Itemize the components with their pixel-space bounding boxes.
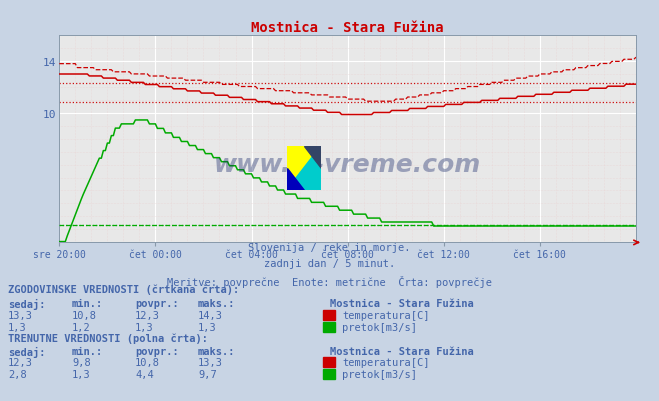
Text: sedaj:: sedaj: (8, 346, 45, 357)
Text: 13,3: 13,3 (8, 310, 33, 320)
Text: maks.:: maks.: (198, 346, 235, 356)
Text: pretok[m3/s]: pretok[m3/s] (342, 322, 417, 332)
Polygon shape (287, 168, 304, 190)
Title: Mostnica - Stara Fužina: Mostnica - Stara Fužina (251, 21, 444, 35)
Polygon shape (287, 146, 321, 190)
Text: 14,3: 14,3 (198, 310, 223, 320)
Text: min.:: min.: (72, 346, 103, 356)
Text: ZGODOVINSKE VREDNOSTI (črtkana črta):: ZGODOVINSKE VREDNOSTI (črtkana črta): (8, 284, 239, 295)
Text: Meritve: povprečne  Enote: metrične  Črta: povprečje: Meritve: povprečne Enote: metrične Črta:… (167, 275, 492, 288)
Text: www.si-vreme.com: www.si-vreme.com (214, 152, 481, 176)
Text: 10,8: 10,8 (72, 310, 97, 320)
Text: povpr.:: povpr.: (135, 346, 179, 356)
Text: 1,2: 1,2 (72, 322, 91, 332)
Text: 1,3: 1,3 (72, 369, 91, 379)
Text: 12,3: 12,3 (8, 357, 33, 367)
Text: temperatura[C]: temperatura[C] (342, 310, 430, 320)
Text: 1,3: 1,3 (135, 322, 154, 332)
Text: pretok[m3/s]: pretok[m3/s] (342, 369, 417, 379)
Text: maks.:: maks.: (198, 298, 235, 308)
Polygon shape (287, 146, 321, 190)
Text: 2,8: 2,8 (8, 369, 27, 379)
Polygon shape (304, 146, 321, 168)
Text: 9,8: 9,8 (72, 357, 91, 367)
Text: sedaj:: sedaj: (8, 298, 45, 309)
Text: TRENUTNE VREDNOSTI (polna črta):: TRENUTNE VREDNOSTI (polna črta): (8, 333, 208, 344)
Text: min.:: min.: (72, 298, 103, 308)
Text: 12,3: 12,3 (135, 310, 160, 320)
Text: Mostnica - Stara Fužina: Mostnica - Stara Fužina (330, 298, 474, 308)
Text: 13,3: 13,3 (198, 357, 223, 367)
Text: Slovenija / reke in morje.: Slovenija / reke in morje. (248, 243, 411, 253)
Text: zadnji dan / 5 minut.: zadnji dan / 5 minut. (264, 259, 395, 269)
Text: 1,3: 1,3 (198, 322, 217, 332)
Text: povpr.:: povpr.: (135, 298, 179, 308)
Text: 9,7: 9,7 (198, 369, 217, 379)
Text: 4,4: 4,4 (135, 369, 154, 379)
Text: 10,8: 10,8 (135, 357, 160, 367)
Text: temperatura[C]: temperatura[C] (342, 357, 430, 367)
Text: 1,3: 1,3 (8, 322, 27, 332)
Text: Mostnica - Stara Fužina: Mostnica - Stara Fužina (330, 346, 474, 356)
